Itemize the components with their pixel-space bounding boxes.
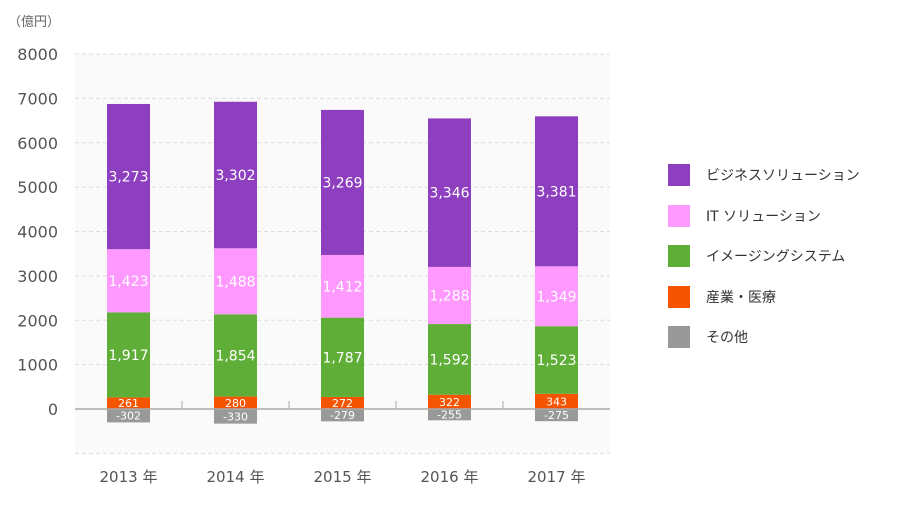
bar-segment xyxy=(535,326,578,394)
data-label: -255 xyxy=(437,409,462,422)
data-label: 3,346 xyxy=(429,186,469,202)
bar-segment xyxy=(214,409,257,424)
bar-segment xyxy=(321,409,364,422)
bar-segment xyxy=(321,109,364,255)
legend-label: その他 xyxy=(706,330,748,347)
legend-label: IT ソリューション xyxy=(706,208,821,225)
data-label: 1,488 xyxy=(215,274,255,290)
bar-segment xyxy=(428,394,471,409)
bar-segment xyxy=(321,254,364,318)
legend-item: イメージングシステム xyxy=(668,236,860,277)
bar-segment xyxy=(428,409,471,421)
legend-swatch xyxy=(668,204,690,227)
data-label: 1,592 xyxy=(429,352,469,368)
data-label: 3,381 xyxy=(536,184,576,200)
data-label: 1,412 xyxy=(322,279,362,295)
data-label: -279 xyxy=(330,409,355,422)
legend: ビジネスソリューション IT ソリューションイメージングシステム 産業・医療その他 xyxy=(668,155,860,358)
legend-label: イメージングシステム xyxy=(706,249,846,266)
bar-segment xyxy=(535,409,578,422)
bar-segment xyxy=(321,396,364,409)
legend-item: 産業・医療 xyxy=(668,277,860,318)
data-label: 272 xyxy=(332,397,353,410)
y-tick-label: 7000 xyxy=(17,89,58,108)
legend-swatch xyxy=(668,326,690,349)
data-label: 1,523 xyxy=(536,353,576,369)
y-tick-label: 8000 xyxy=(17,45,58,64)
data-label: 1,917 xyxy=(108,348,148,364)
bar-segment xyxy=(107,249,150,313)
y-tick-label: 2000 xyxy=(17,311,58,330)
bar-segment xyxy=(214,248,257,315)
x-tick-label: 2015 年 xyxy=(314,468,372,486)
data-label: -302 xyxy=(116,410,141,423)
bar-segment xyxy=(107,397,150,409)
data-label: 3,273 xyxy=(108,170,148,186)
legend-swatch xyxy=(668,285,690,308)
data-label: 322 xyxy=(439,396,460,409)
data-label: 343 xyxy=(546,395,567,408)
data-label: -330 xyxy=(223,410,248,423)
legend-item: ビジネスソリューション xyxy=(668,155,860,196)
bar-segment xyxy=(428,324,471,395)
bar-segment xyxy=(535,266,578,327)
y-tick-label: 4000 xyxy=(17,223,58,242)
bar-segment xyxy=(214,314,257,397)
y-tick-label: 3000 xyxy=(17,267,58,286)
data-label: 3,302 xyxy=(215,168,255,184)
legend-swatch xyxy=(668,245,690,268)
data-label: 1,854 xyxy=(215,348,255,364)
bar-segment xyxy=(107,312,150,398)
data-label: 3,269 xyxy=(322,175,362,191)
bar-segment xyxy=(321,317,364,397)
legend-label: 産業・医療 xyxy=(706,289,776,306)
data-label: 1,787 xyxy=(322,350,362,366)
y-tick-label: 6000 xyxy=(17,134,58,153)
x-tick-label: 2014 年 xyxy=(207,468,265,486)
x-tick-label: 2017 年 xyxy=(528,468,586,486)
x-tick-label: 2016 年 xyxy=(421,468,479,486)
bar-segment xyxy=(535,116,578,267)
bar-segment xyxy=(214,396,257,409)
bar-segment xyxy=(535,393,578,409)
bar-segment xyxy=(428,118,471,267)
data-label: 261 xyxy=(118,397,139,410)
bar-segment xyxy=(428,266,471,325)
data-label: 280 xyxy=(225,397,246,410)
y-tick-label: 1000 xyxy=(17,356,58,375)
legend-swatch xyxy=(668,164,690,187)
bar-segment xyxy=(214,101,257,249)
data-label: 1,423 xyxy=(108,274,148,290)
legend-label: ビジネスソリューション xyxy=(706,168,860,185)
y-tick-label: 0 xyxy=(48,400,58,419)
legend-item: その他 xyxy=(668,317,860,358)
bar-segment xyxy=(107,103,150,250)
y-tick-label: 5000 xyxy=(17,178,58,197)
bar-segment xyxy=(107,409,150,423)
unit-label: （億円） xyxy=(8,14,60,30)
x-tick-label: 2013 年 xyxy=(100,468,158,486)
data-label: 1,349 xyxy=(536,289,576,305)
data-label: 1,288 xyxy=(429,288,469,304)
data-label: -275 xyxy=(544,409,569,422)
legend-item: IT ソリューション xyxy=(668,196,860,237)
